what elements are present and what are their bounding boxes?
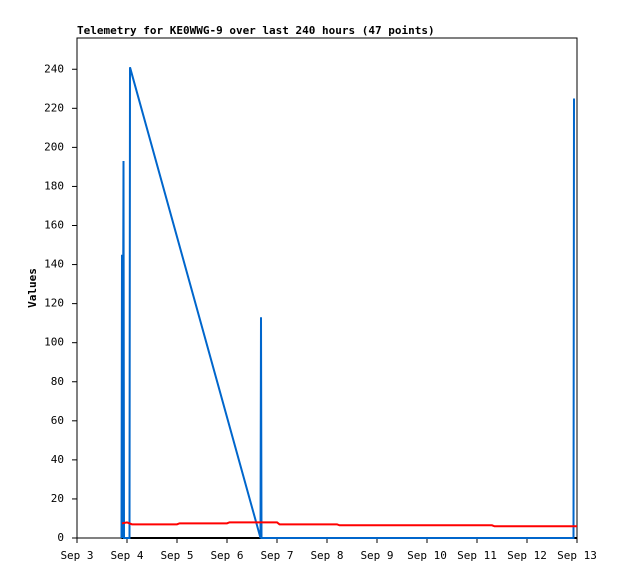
y-tick-label: 140 [44, 258, 64, 271]
x-tick-label: Sep 9 [360, 549, 393, 562]
y-tick-label: 180 [44, 179, 64, 192]
y-axis-label: Values [26, 268, 39, 308]
x-tick-label: Sep 8 [310, 549, 343, 562]
y-tick-label: 100 [44, 336, 64, 349]
chart-title: Telemetry for KE0WWG-9 over last 240 hou… [77, 24, 435, 37]
y-tick-label: 200 [44, 140, 64, 153]
y-tick-label: 60 [51, 414, 64, 427]
y-tick-label: 120 [44, 297, 64, 310]
y-tick-label: 240 [44, 62, 64, 75]
y-tick-label: 0 [57, 531, 64, 544]
x-tick-label: Sep 13 [557, 549, 597, 562]
y-tick-label: 40 [51, 453, 64, 466]
x-tick-label: Sep 5 [160, 549, 193, 562]
y-tick-label: 220 [44, 101, 64, 114]
x-tick-label: Sep 4 [110, 549, 143, 562]
x-tick-label: Sep 7 [260, 549, 293, 562]
y-tick-label: 20 [51, 492, 64, 505]
x-tick-label: Sep 6 [210, 549, 243, 562]
y-tick-label: 160 [44, 219, 64, 232]
plot-frame [76, 37, 578, 539]
data-line [121, 521, 577, 528]
x-tick-label: Sep 10 [407, 549, 447, 562]
x-tick-label: Sep 11 [457, 549, 497, 562]
y-tick-label: 80 [51, 375, 64, 388]
data-line [120, 67, 575, 539]
x-tick-label: Sep 12 [507, 549, 547, 562]
x-tick-label: Sep 3 [60, 549, 93, 562]
